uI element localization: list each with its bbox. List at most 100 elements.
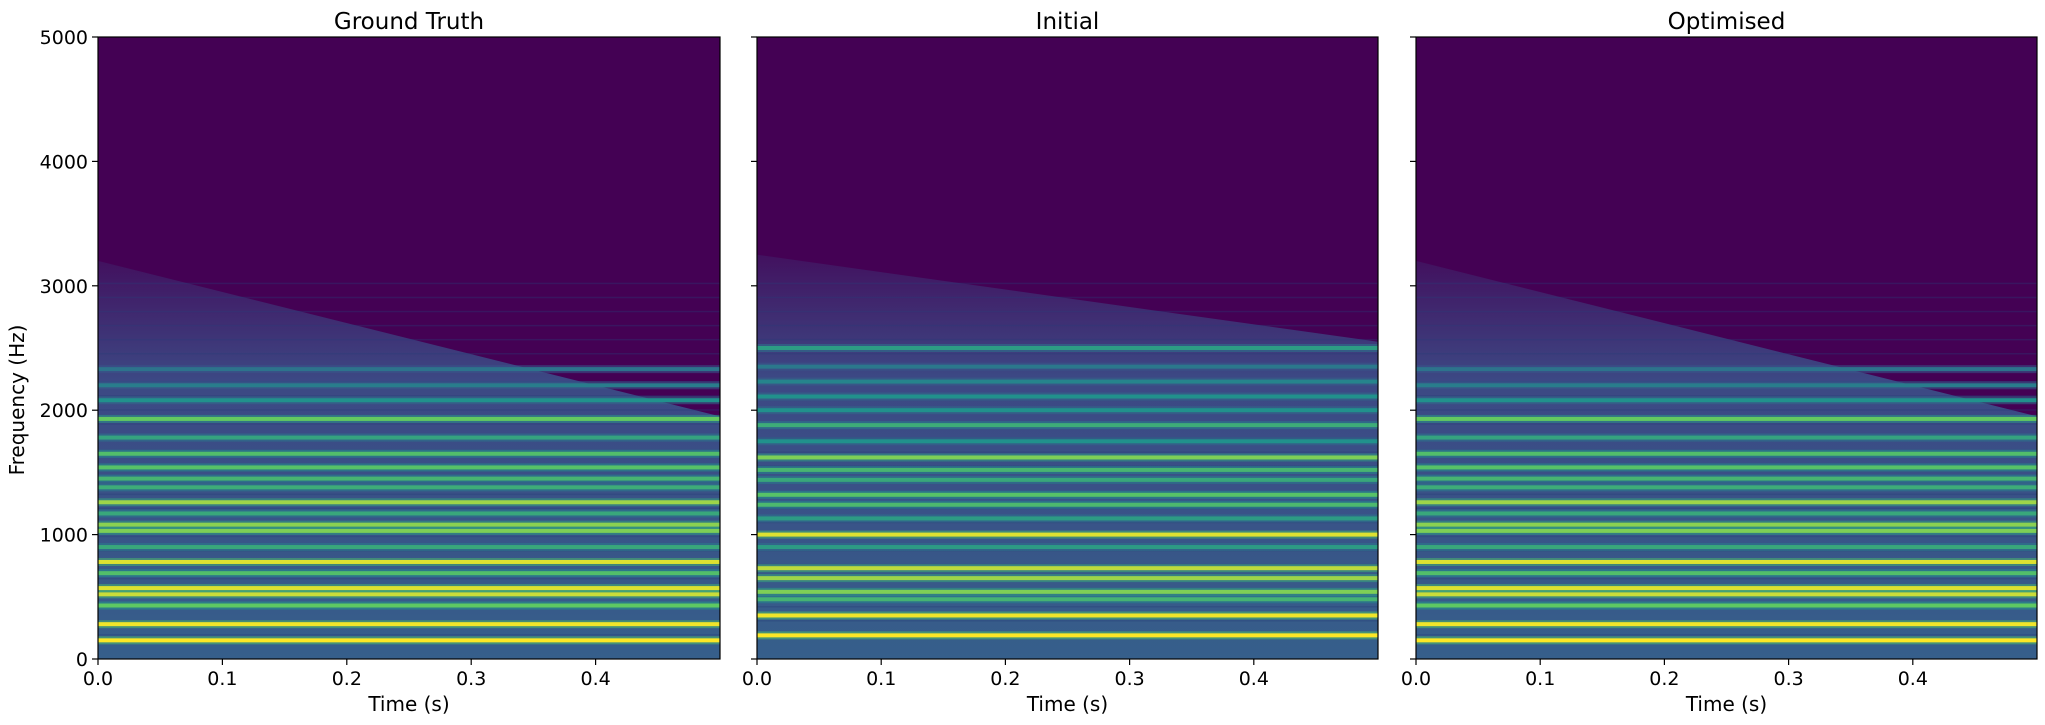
harmonic-line xyxy=(757,633,1378,638)
noise-streak xyxy=(98,423,720,425)
noise-streak xyxy=(757,451,1378,453)
y-tick-label: 1000 xyxy=(40,525,88,547)
harmonic-line xyxy=(757,364,1378,369)
harmonic-line xyxy=(1416,522,2037,527)
noise-streak xyxy=(98,352,720,355)
x-tick-label: 0.1 xyxy=(207,668,237,690)
noise-streak xyxy=(1416,338,2037,341)
noise-streak xyxy=(757,324,1378,327)
harmonic-line xyxy=(98,435,720,440)
panels: Ground Truth 0.0 0.1 0.2 0.3 0.4 Time (s) 0 1000… xyxy=(40,9,2038,716)
harmonic-line xyxy=(98,367,720,372)
harmonic-line xyxy=(757,467,1378,472)
harmonic-line xyxy=(98,500,720,505)
harmonic-line xyxy=(1416,435,2037,440)
x-axis-label: Time (s) xyxy=(1026,692,1108,716)
harmonic-line xyxy=(757,439,1378,444)
noise-streak xyxy=(757,620,1378,622)
noise-streak xyxy=(1416,577,2037,580)
plot-frame xyxy=(97,36,721,660)
x-tick-label: 0.4 xyxy=(1239,668,1269,690)
harmonic-line xyxy=(757,597,1378,602)
harmonic-line xyxy=(1416,476,2037,481)
harmonic-line xyxy=(1416,416,2037,421)
harmonic-line xyxy=(757,545,1378,550)
noise-streak xyxy=(757,338,1378,341)
harmonic-line xyxy=(1416,603,2037,608)
harmonic-line xyxy=(98,416,720,421)
harmonic-line xyxy=(98,571,720,576)
harmonic-line xyxy=(757,589,1378,594)
y-tick-label: 2000 xyxy=(40,400,88,422)
x-tick-label: 0.4 xyxy=(1898,668,1928,690)
noise-streak xyxy=(1416,493,2037,496)
noise-streak xyxy=(98,310,720,313)
harmonic-line xyxy=(1416,559,2037,564)
noise-streak xyxy=(757,310,1378,313)
noise-streak xyxy=(98,324,720,327)
harmonic-line xyxy=(98,476,720,481)
noise-streak xyxy=(1416,409,2037,411)
x-tick-label: 0.2 xyxy=(990,668,1020,690)
x-tick-label: 0.1 xyxy=(1525,668,1555,690)
noise-streak xyxy=(1416,310,2037,313)
harmonic-line xyxy=(1416,638,2037,643)
x-tick-label: 0.4 xyxy=(580,668,610,690)
harmonic-line xyxy=(98,528,720,533)
harmonic-line xyxy=(1416,500,2037,505)
harmonic-line xyxy=(1416,485,2037,490)
harmonic-line xyxy=(1416,465,2037,470)
noise-streak xyxy=(757,296,1378,299)
noise-streak xyxy=(1416,535,2037,538)
harmonic-line xyxy=(98,592,720,597)
harmonic-line xyxy=(757,346,1378,350)
harmonic-line xyxy=(757,379,1378,384)
plot-frame xyxy=(1415,36,2038,660)
harmonic-line xyxy=(98,586,720,591)
harmonic-line xyxy=(98,559,720,564)
noise-streak xyxy=(98,296,720,299)
harmonic-line xyxy=(98,383,720,388)
noise-streak xyxy=(98,395,720,397)
noise-streak xyxy=(1416,282,2037,285)
noise-streak xyxy=(98,577,720,580)
x-tick-label: 0.2 xyxy=(332,668,362,690)
harmonic-line xyxy=(757,613,1378,618)
noise-streak xyxy=(1416,634,2037,636)
harmonic-line xyxy=(98,398,720,403)
harmonic-line xyxy=(1416,592,2037,597)
x-tick-label: 0.1 xyxy=(866,668,896,690)
noise-streak xyxy=(98,493,720,496)
x-axis-label: Time (s) xyxy=(1685,692,1767,716)
noise-streak xyxy=(757,282,1378,285)
harmonic-line xyxy=(1416,528,2037,533)
noise-streak xyxy=(1416,324,2037,327)
noise-streak xyxy=(98,282,720,285)
harmonic-line xyxy=(1416,545,2037,550)
harmonic-line xyxy=(1416,367,2037,372)
y-tick-label: 4000 xyxy=(40,151,88,173)
x-tick-label: 0.0 xyxy=(1401,668,1431,690)
noise-streak xyxy=(757,352,1378,355)
noise-streak xyxy=(1416,395,2037,397)
harmonic-line xyxy=(1416,622,2037,627)
harmonic-line xyxy=(757,576,1378,581)
harmonic-line xyxy=(98,603,720,608)
harmonic-line xyxy=(757,477,1378,482)
y-tick-label: 5000 xyxy=(40,27,88,49)
harmonic-line xyxy=(757,408,1378,413)
y-axis-label: Frequency (Hz) xyxy=(5,325,29,476)
x-tick-label: 0.3 xyxy=(1773,668,1803,690)
harmonic-line xyxy=(98,511,720,516)
harmonic-line xyxy=(1416,383,2037,388)
harmonic-line xyxy=(1416,398,2037,403)
plot-frame xyxy=(756,36,1379,660)
harmonic-line xyxy=(757,492,1378,497)
panel-title: Initial xyxy=(1036,9,1100,35)
harmonic-line xyxy=(98,638,720,643)
harmonic-line xyxy=(1416,586,2037,591)
harmonic-line xyxy=(1416,511,2037,516)
harmonic-line xyxy=(757,516,1378,521)
panel-2: Initial 0.0 0.1 0.2 0.3 0.4 Time (s) xyxy=(742,9,1379,716)
